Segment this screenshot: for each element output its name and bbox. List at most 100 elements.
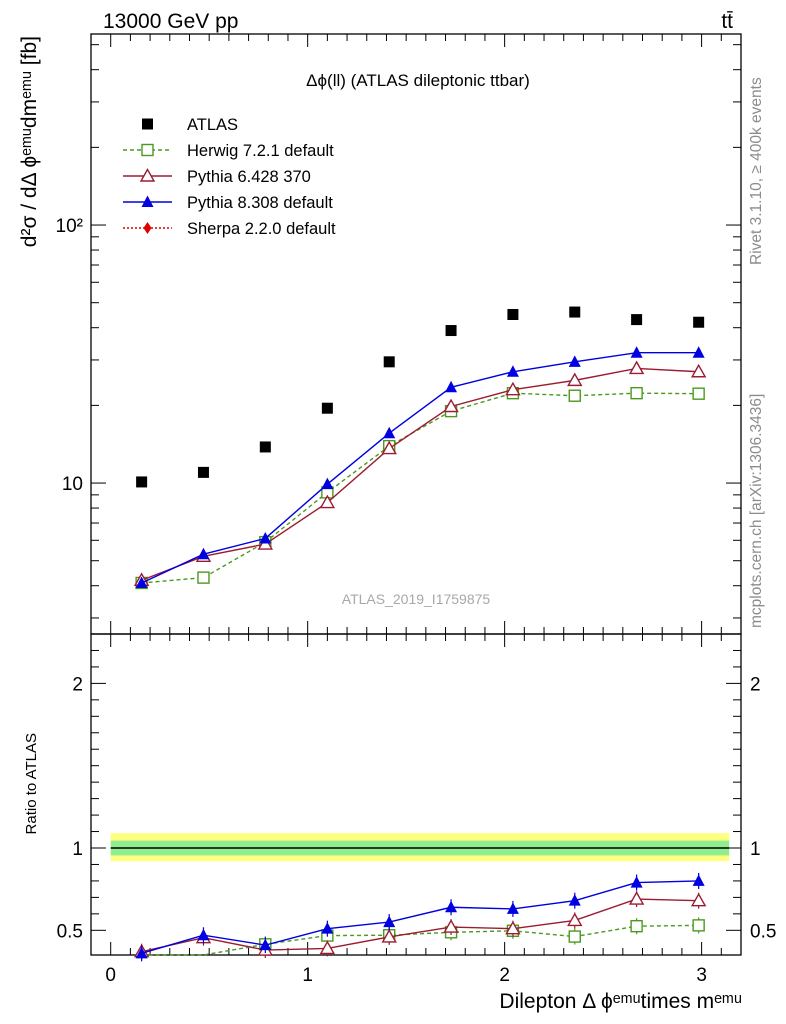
y-tick-label: 10² (56, 216, 83, 237)
data-point (381, 440, 397, 455)
series-line (141, 367, 699, 581)
data-point (692, 346, 705, 358)
data-point (197, 547, 210, 560)
data-point (631, 314, 643, 326)
series-atlas (136, 306, 705, 488)
ratio-y-tick-label: 1 (72, 839, 83, 860)
data-point (567, 372, 583, 387)
data-point (568, 355, 581, 367)
x-tick-label: 3 (696, 965, 707, 986)
ratio-series-pythia-6-428-370 (133, 891, 707, 960)
series-pythia-6-428-370 (133, 360, 707, 586)
ratio-data-point (690, 892, 707, 907)
ratio-frame (90, 633, 742, 956)
ratio-data-point (381, 928, 397, 943)
legend-label: Pythia 6.428 370 (187, 168, 311, 186)
ratio-data-point (319, 940, 336, 955)
ratio-y-tick-label: 0.5 (57, 921, 83, 942)
legend-entry: Pythia 6.428 370 (123, 168, 311, 186)
legend-entry: ATLAS (142, 116, 238, 134)
data-point (445, 380, 458, 393)
x-tick-label: 0 (105, 965, 116, 986)
data-point (506, 365, 519, 377)
series-line (141, 352, 699, 584)
legend-label: Sherpa 2.2.0 default (187, 220, 336, 238)
x-axis-label: Dilepton Δ ϕᵉᵐᵘtimes mᵉᵐᵘ (499, 990, 742, 1013)
legend-entry: Pythia 8.308 default (123, 194, 333, 212)
legend: ATLAS Herwig 7.2.1 default Pythia 6.428 37… (123, 116, 336, 238)
ratio-y-tick-label-right: 0.5 (750, 921, 776, 942)
data-point (197, 571, 210, 584)
ratio-data-point (197, 928, 210, 941)
ratio-data-point (445, 900, 458, 913)
legend-label: ATLAS (187, 116, 238, 134)
main-plot-title: Δϕ(ll) (ATLAS dileptonic ttbar) (306, 71, 530, 90)
ratio-y-tick-label-right: 1 (750, 839, 761, 860)
mcplots-reference-label: mcplots.cern.ch [arXiv:1306.3436] (748, 394, 765, 628)
legend-entry: Herwig 7.2.1 default (123, 142, 334, 160)
data-point (690, 363, 707, 378)
energy-label: 13000 GeV pp (103, 10, 238, 33)
ratio-y-tick-label-right: 2 (750, 674, 761, 695)
ratio-data-point (321, 922, 334, 934)
analysis-watermark: ATLAS_2019_I1759875 (342, 591, 491, 607)
ratio-y-tick-label: 2 (72, 674, 83, 695)
data-point (197, 466, 209, 478)
data-point (507, 309, 519, 321)
ratio-series-line (141, 880, 699, 955)
data-point (630, 386, 643, 400)
ratio-data-point (505, 920, 521, 935)
ratio-data-point (443, 919, 459, 933)
ratio-series-line (141, 898, 699, 953)
ratio-data-point (568, 930, 581, 943)
legend-marker (141, 195, 154, 207)
ratio-data-point (259, 938, 272, 951)
data-point (692, 387, 705, 400)
data-point (383, 426, 396, 439)
ratio-data-point (135, 946, 148, 959)
ratio-data-point (692, 919, 705, 932)
data-point (443, 398, 459, 413)
data-point (319, 494, 336, 509)
main-y-axis-label: d²σ / dΔ ϕᵉᵐᵘdmᵉᵐᵘ [fb] (18, 36, 41, 247)
legend-marker (139, 168, 156, 182)
ratio-series-herwig-7-2-1-default (141, 917, 705, 956)
ratio-series-pythia-8-308-default (135, 872, 705, 962)
y-tick-label: 10 (62, 474, 83, 495)
data-point (259, 531, 272, 544)
ratio-data-point (630, 919, 643, 933)
series-line (141, 392, 699, 584)
main-panel: 10 10² (56, 33, 742, 635)
ratio-series-line (141, 924, 699, 956)
data-point (136, 476, 148, 488)
x-tick-label: 1 (302, 965, 313, 986)
data-point (135, 576, 148, 588)
ratio-data-point (506, 902, 519, 914)
ratio-data-point (568, 894, 581, 906)
ratio-data-point (630, 876, 643, 888)
process-label: tt̄ (721, 10, 733, 33)
legend-marker (141, 143, 154, 157)
data-point (383, 356, 395, 368)
legend-entry: Sherpa 2.2.0 default (123, 220, 336, 238)
data-point (259, 441, 271, 453)
data-point (630, 346, 643, 358)
legend-marker (142, 118, 153, 130)
data-point (693, 316, 705, 328)
legend-marker (143, 222, 152, 234)
legend-label: Herwig 7.2.1 default (187, 142, 334, 160)
data-point (445, 325, 457, 337)
ratio-y-axis-label: Ratio to ATLAS (23, 733, 40, 834)
rivet-version-label: Rivet 3.1.10, ≥ 400k events (748, 77, 765, 265)
ratio-data-point (567, 912, 583, 927)
ratio-data-point (383, 915, 396, 928)
data-point (628, 360, 645, 375)
series-pythia-8-308-default (135, 346, 705, 588)
ratio-data-point (692, 874, 705, 886)
data-point (321, 402, 333, 414)
legend-label: Pythia 8.308 default (187, 194, 333, 212)
series-herwig-7-2-1-default (135, 386, 705, 590)
data-point (568, 389, 581, 402)
ratio-data-point (628, 891, 645, 905)
data-point (569, 306, 581, 318)
